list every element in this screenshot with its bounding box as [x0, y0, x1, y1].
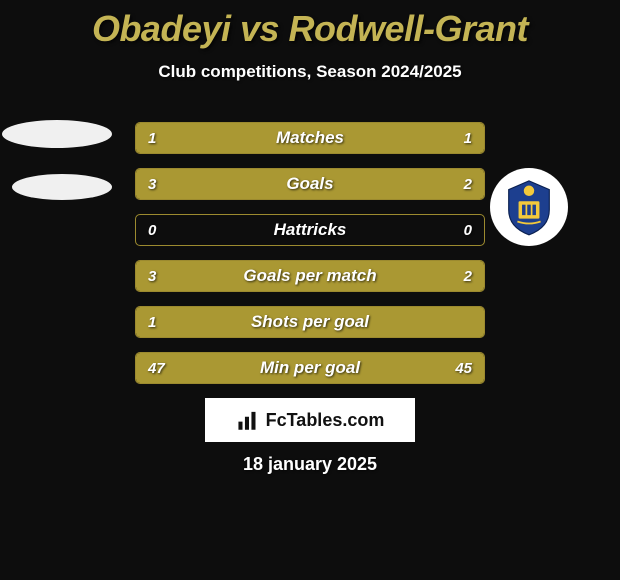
stat-label: Hattricks — [274, 220, 347, 240]
stat-row: 0 Hattricks 0 — [135, 214, 485, 246]
crest-icon — [490, 168, 595, 273]
stat-value-left: 3 — [148, 268, 156, 285]
stats-bars: 1 Matches 1 3 Goals 2 0 Hattricks 0 3 Goals per ma… — [135, 122, 485, 398]
stat-value-right: 1 — [464, 130, 472, 147]
stat-label: Goals — [286, 174, 333, 194]
stat-row: 1 Matches 1 — [135, 122, 485, 154]
stat-row: 1 Shots per goal — [135, 306, 485, 338]
stat-value-right: 2 — [464, 176, 472, 193]
stat-value-left: 1 — [148, 130, 156, 147]
stat-label: Goals per match — [243, 266, 376, 286]
stat-label: Shots per goal — [251, 312, 369, 332]
fctables-logo: FcTables.com — [205, 398, 415, 442]
stat-value-left: 0 — [148, 222, 156, 239]
stat-row: 3 Goals per match 2 — [135, 260, 485, 292]
logo-text: FcTables.com — [266, 410, 385, 431]
subtitle: Club competitions, Season 2024/2025 — [0, 62, 620, 82]
stat-row: 3 Goals 2 — [135, 168, 485, 200]
stat-value-left: 1 — [148, 314, 156, 331]
stat-label: Matches — [276, 128, 344, 148]
bar-chart-icon — [236, 407, 262, 433]
stat-value-right: 45 — [455, 360, 472, 377]
stat-value-right: 2 — [464, 268, 472, 285]
stat-value-left: 47 — [148, 360, 165, 377]
stat-label: Min per goal — [260, 358, 360, 378]
date-text: 18 january 2025 — [0, 454, 620, 475]
stat-value-left: 3 — [148, 176, 156, 193]
stat-row: 47 Min per goal 45 — [135, 352, 485, 384]
stat-value-right: 0 — [464, 222, 472, 239]
badge-left-icon — [0, 112, 105, 217]
page-title: Obadeyi vs Rodwell-Grant — [0, 0, 620, 50]
